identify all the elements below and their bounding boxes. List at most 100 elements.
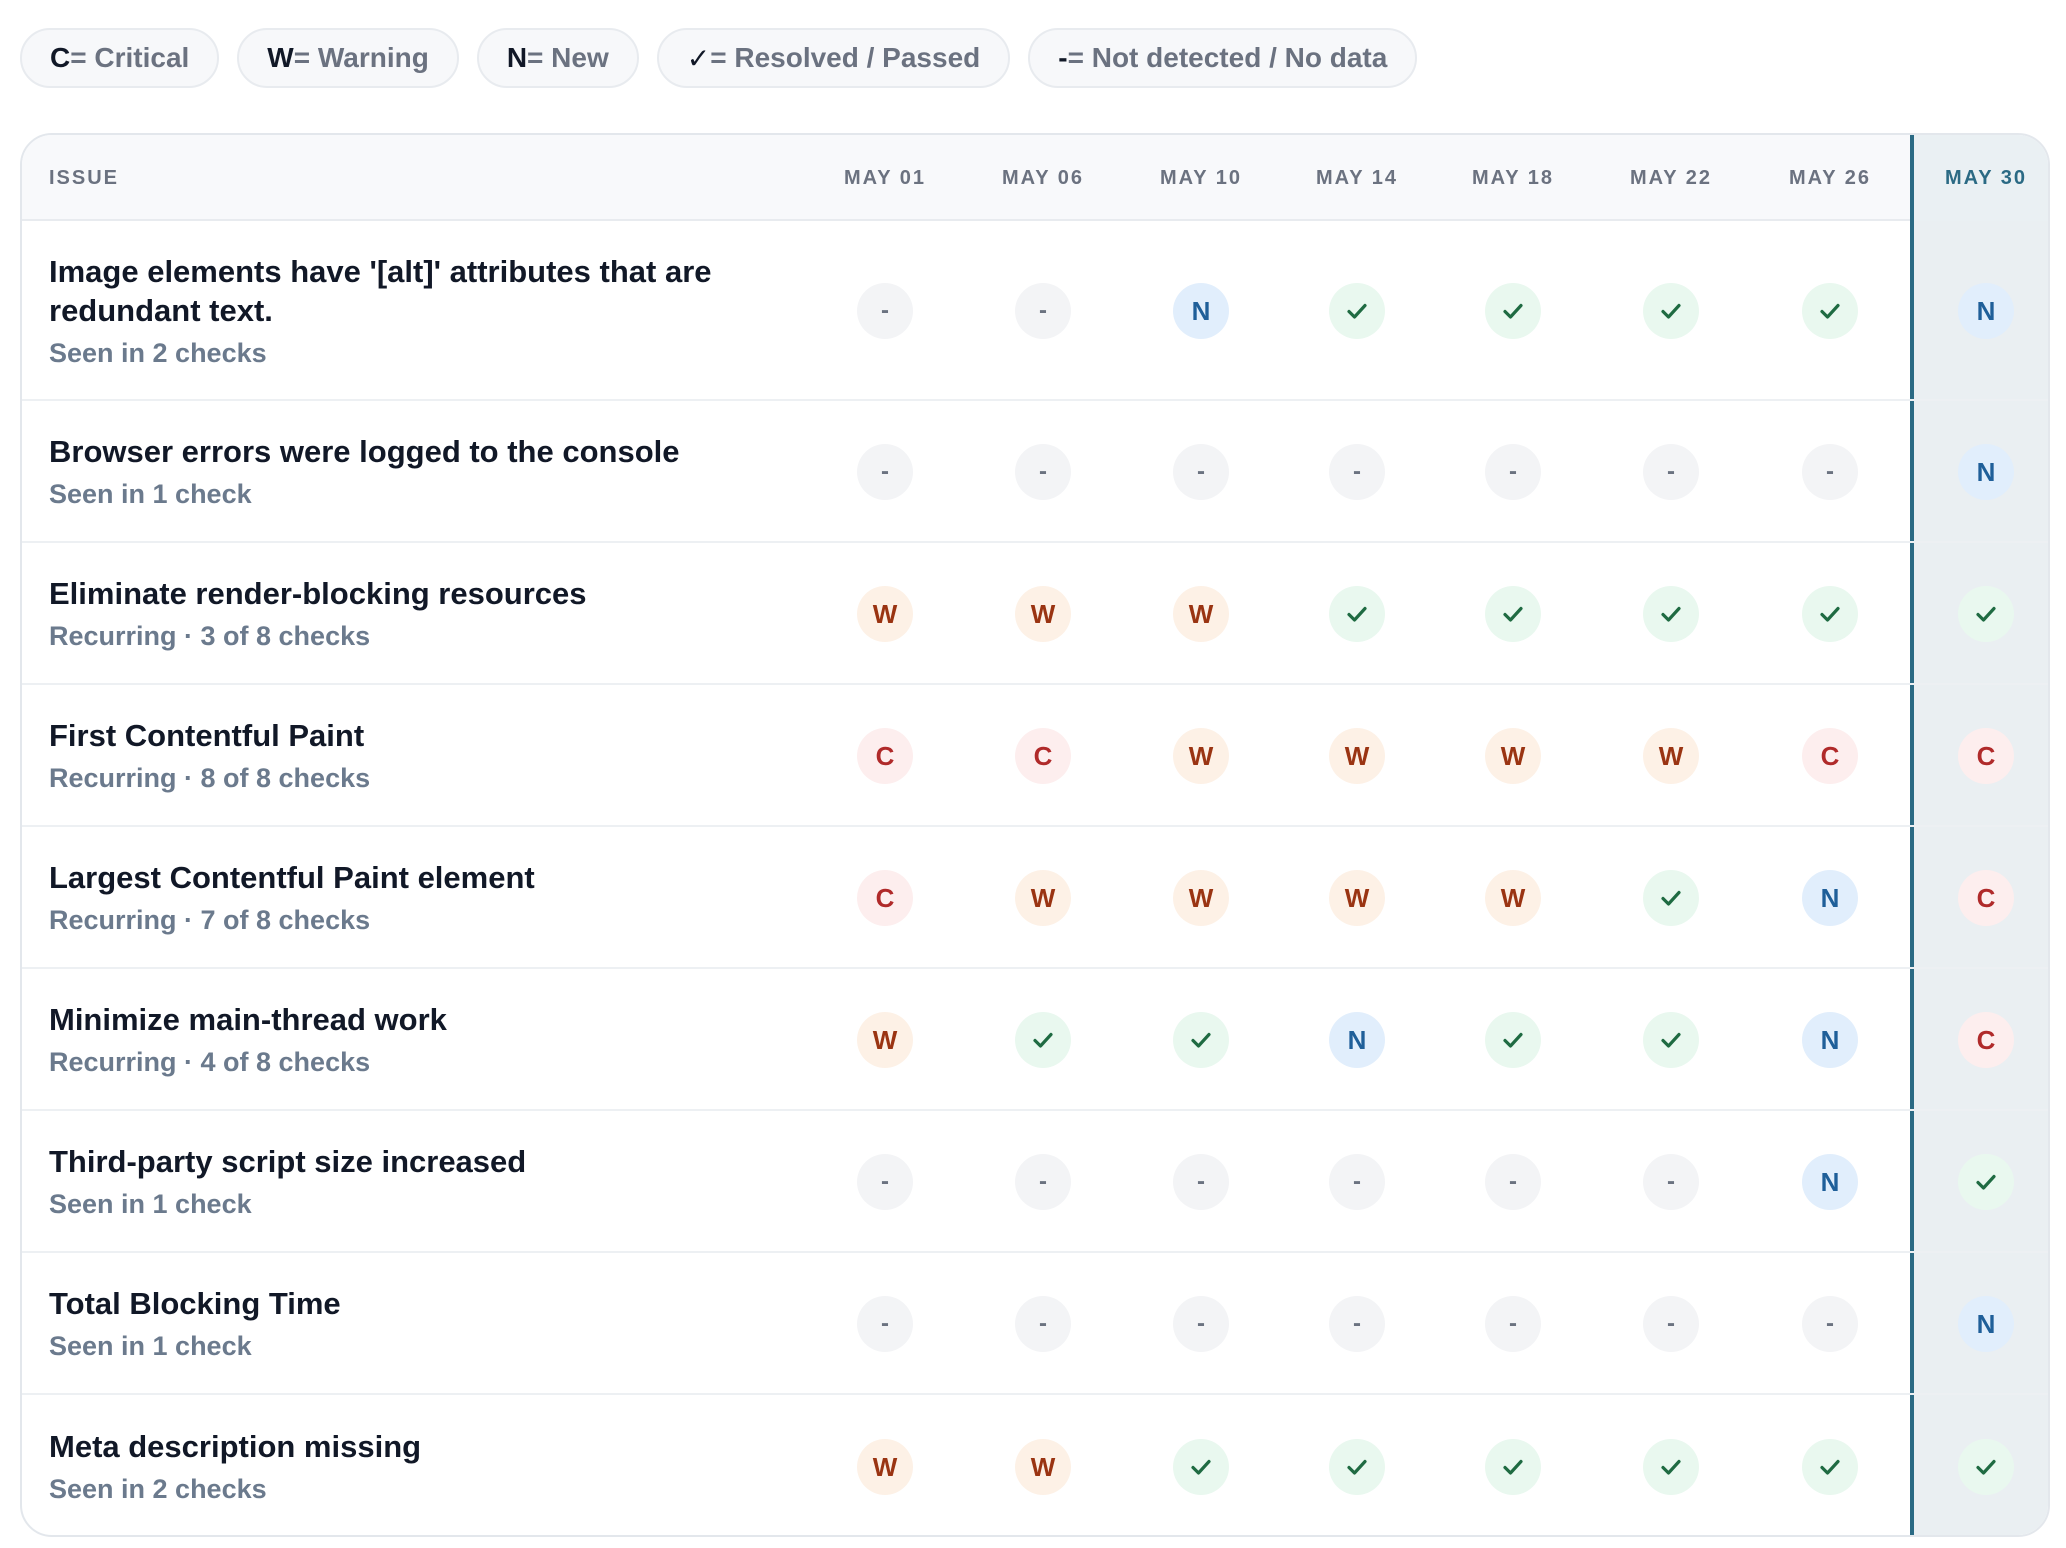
status-not-detected-dash-icon[interactable]: - [1173,1154,1229,1210]
date-column-header[interactable]: MAY 14 [1315,167,1399,189]
status-resolved-checkmark-icon[interactable] [1485,283,1541,339]
status-new-badge[interactable]: N [1802,1012,1858,1068]
status-resolved-checkmark-icon[interactable] [1173,1439,1229,1495]
status-warning-badge[interactable]: W [1329,728,1385,784]
status-new-badge[interactable]: N [1958,283,2014,339]
status-resolved-checkmark-icon[interactable] [1958,1439,2014,1495]
status-resolved-checkmark-icon[interactable] [1329,586,1385,642]
status-resolved-checkmark-icon[interactable] [1643,1439,1699,1495]
status-resolved-checkmark-icon[interactable] [1015,1012,1071,1068]
status-resolved-checkmark-icon[interactable] [1643,586,1699,642]
status-not-detected-dash-icon[interactable]: - [1643,1154,1699,1210]
status-critical-badge[interactable]: C [1015,728,1071,784]
status-not-detected-dash-icon[interactable]: - [857,444,913,500]
issue-title[interactable]: Image elements have '[alt]' attributes t… [49,253,712,328]
status-not-detected-dash-icon[interactable]: - [1329,1154,1385,1210]
status-warning-badge[interactable]: W [1643,728,1699,784]
status-new-badge[interactable]: N [1173,283,1229,339]
status-not-detected-dash-icon[interactable]: - [857,1154,913,1210]
table-row[interactable]: Third-party script size increased Seen in… [22,1111,2048,1253]
status-resolved-checkmark-icon[interactable] [1329,283,1385,339]
status-resolved-checkmark-icon[interactable] [1643,1012,1699,1068]
status-resolved-checkmark-icon[interactable] [1643,870,1699,926]
status-not-detected-dash-icon[interactable]: - [1802,1296,1858,1352]
status-not-detected-dash-icon[interactable]: - [1485,1154,1541,1210]
status-resolved-checkmark-icon[interactable] [1802,586,1858,642]
status-not-detected-dash-icon[interactable]: - [1329,1296,1385,1352]
status-warning-badge[interactable]: W [857,1439,913,1495]
status-new-badge[interactable]: N [1329,1012,1385,1068]
status-not-detected-dash-icon[interactable]: - [1643,1296,1699,1352]
status-warning-badge[interactable]: W [1015,870,1071,926]
status-not-detected-dash-icon[interactable]: - [1015,283,1071,339]
status-warning-badge[interactable]: W [857,1012,913,1068]
status-not-detected-dash-icon[interactable]: - [1015,1296,1071,1352]
status-resolved-checkmark-icon[interactable] [1802,1439,1858,1495]
table-row[interactable]: Minimize main-thread work Recurring · 4 o… [22,969,2048,1111]
status-critical-badge[interactable]: C [857,870,913,926]
status-resolved-checkmark-icon[interactable] [1329,1439,1385,1495]
status-warning-badge[interactable]: W [1329,870,1385,926]
issue-title[interactable]: First Contentful Paint [49,718,365,753]
status-resolved-checkmark-icon[interactable] [1485,1439,1541,1495]
status-not-detected-dash-icon[interactable]: - [1173,1296,1229,1352]
status-not-detected-dash-icon[interactable]: - [1015,444,1071,500]
date-column-header[interactable]: MAY 22 [1629,167,1713,189]
status-critical-badge[interactable]: C [1958,1012,2014,1068]
issue-title[interactable]: Meta description missing [49,1429,422,1464]
status-resolved-checkmark-icon[interactable] [1958,1154,2014,1210]
issue-title[interactable]: Third-party script size increased [49,1144,527,1179]
status-warning-badge[interactable]: W [1015,586,1071,642]
status-new-badge[interactable]: N [1802,1154,1858,1210]
legend-label: = New [527,42,609,73]
issue-title[interactable]: Total Blocking Time [49,1286,341,1321]
status-critical-badge[interactable]: C [1958,870,2014,926]
status-resolved-checkmark-icon[interactable] [1643,283,1699,339]
status-not-detected-dash-icon[interactable]: - [1173,444,1229,500]
table-row[interactable]: Image elements have '[alt]' attributes t… [22,221,2048,401]
status-not-detected-dash-icon[interactable]: - [1802,444,1858,500]
status-not-detected-dash-icon[interactable]: - [857,283,913,339]
status-not-detected-dash-icon[interactable]: - [1485,444,1541,500]
status-new-badge[interactable]: N [1802,870,1858,926]
status-resolved-checkmark-icon[interactable] [1485,1012,1541,1068]
status-not-detected-dash-icon[interactable]: - [1485,1296,1541,1352]
status-warning-badge[interactable]: W [1485,870,1541,926]
table-row[interactable]: Total Blocking Time Seen in 1 check - - - - - -… [22,1253,2048,1395]
status-not-detected-dash-icon[interactable]: - [857,1296,913,1352]
date-column-header[interactable]: MAY 10 [1159,167,1243,189]
status-warning-badge[interactable]: W [1173,728,1229,784]
issue-title[interactable]: Eliminate render-blocking resources [49,576,587,611]
status-warning-badge[interactable]: W [1485,728,1541,784]
issue-title[interactable]: Largest Contentful Paint element [49,860,535,895]
table-row[interactable]: Browser errors were logged to the consol… [22,401,2048,543]
table-row[interactable]: Largest Contentful Paint element Recurrin… [22,827,2048,969]
status-resolved-checkmark-icon[interactable] [1802,283,1858,339]
status-critical-badge[interactable]: C [1802,728,1858,784]
date-column-header[interactable]: MAY 06 [1001,167,1085,189]
status-not-detected-dash-icon[interactable]: - [1643,444,1699,500]
status-warning-badge[interactable]: W [857,586,913,642]
status-resolved-checkmark-icon[interactable] [1173,1012,1229,1068]
date-column-header[interactable]: MAY 30 [1944,167,2028,189]
date-column-header[interactable]: MAY 18 [1471,167,1555,189]
status-resolved-checkmark-icon[interactable] [1485,586,1541,642]
status-new-badge[interactable]: N [1958,1296,2014,1352]
status-critical-badge[interactable]: C [857,728,913,784]
date-column-header[interactable]: MAY 01 [843,167,927,189]
status-warning-badge[interactable]: W [1173,870,1229,926]
issue-title[interactable]: Browser errors were logged to the consol… [49,434,680,469]
status-resolved-checkmark-icon[interactable] [1958,586,2014,642]
status-new-badge[interactable]: N [1958,444,2014,500]
status-warning-badge[interactable]: W [1015,1439,1071,1495]
status-not-detected-dash-icon[interactable]: - [1329,444,1385,500]
table-row[interactable]: First Contentful Paint Recurring · 8 of 8… [22,685,2048,827]
issue-frequency: Seen in 2 checks [49,337,267,368]
issue-title[interactable]: Minimize main-thread work [49,1002,447,1037]
status-critical-badge[interactable]: C [1958,728,2014,784]
status-warning-badge[interactable]: W [1173,586,1229,642]
table-row[interactable]: Meta description missing Seen in 2 checks… [22,1395,2048,1535]
status-not-detected-dash-icon[interactable]: - [1015,1154,1071,1210]
date-column-header[interactable]: MAY 26 [1788,167,1872,189]
table-row[interactable]: Eliminate render-blocking resources Recur… [22,543,2048,685]
